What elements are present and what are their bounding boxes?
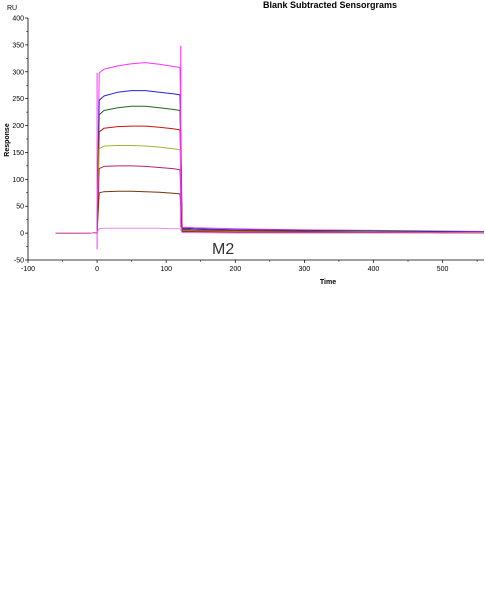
x-tick-label: 300 [299, 266, 311, 273]
series-line-4 [55, 125, 484, 234]
x-tick-label: -100 [21, 266, 35, 273]
series-line-2 [55, 90, 485, 234]
y-tick-label: 150 [12, 150, 24, 157]
x-tick-label: 100 [160, 266, 172, 273]
y-tick-label: 400 [12, 16, 24, 23]
y-tick-label: 200 [12, 123, 24, 130]
chart-annotation: M2 [212, 241, 234, 258]
series-line-8 [55, 227, 484, 234]
series-line-3 [55, 105, 485, 234]
series-line-6 [55, 165, 485, 234]
chart-title: Blank Subtracted Sensorgrams [263, 0, 397, 10]
y-tick-label: 100 [12, 177, 24, 184]
chart-svg: Blank Subtracted Sensorgrams RU Response… [4, 0, 485, 286]
series-line-1 [55, 62, 485, 234]
y-tick-label: 0 [20, 231, 24, 238]
y-tick-label: 250 [12, 96, 24, 103]
y-tick-label: 300 [12, 69, 24, 76]
y-tick-label: 350 [12, 42, 24, 49]
y-tick-label: -50 [14, 258, 24, 265]
sensorgram-chart: Blank Subtracted Sensorgrams RU Response… [4, 0, 485, 286]
x-tick-label: 400 [368, 266, 380, 273]
series-line-7 [55, 190, 484, 234]
x-tick-label: 500 [437, 266, 449, 273]
y-unit-label: RU [7, 5, 17, 12]
y-tick-label: 50 [16, 204, 24, 211]
y-axis-title: Response [4, 123, 11, 157]
x-tick-label: 0 [95, 266, 99, 273]
series-line-5 [55, 145, 484, 234]
axes: -50 0 50 100 150 200 250 300 350 400 -100 0 100 200 30… [12, 16, 484, 273]
x-tick-label: 200 [229, 266, 241, 273]
x-axis-title: Time [320, 279, 336, 286]
series-lines [55, 45, 485, 250]
